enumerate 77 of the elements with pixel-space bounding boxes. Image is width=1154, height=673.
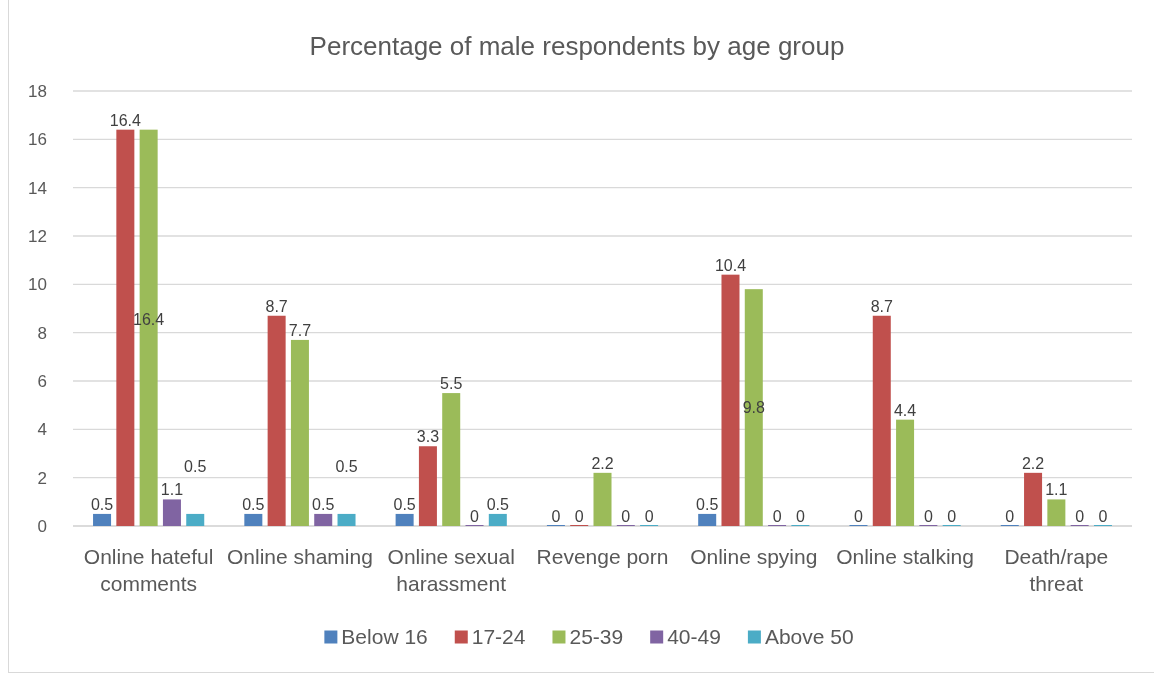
legend-label: 40-49	[667, 625, 721, 649]
data-label: 0	[1005, 508, 1015, 525]
data-label: 1.1	[160, 481, 184, 499]
data-label: 7.7	[288, 321, 312, 339]
data-label: 0	[1098, 508, 1108, 525]
bar	[162, 499, 181, 526]
data-label: 5.5	[440, 375, 463, 393]
y-tick-label: 10	[28, 275, 47, 295]
x-tick-label: Revenge porn	[536, 545, 669, 568]
y-tick-label: 16	[28, 130, 47, 150]
data-label: 2.2	[591, 454, 614, 472]
bar	[698, 513, 717, 526]
bar	[337, 513, 356, 526]
data-label: 0.5	[242, 495, 265, 513]
bar	[1047, 499, 1066, 526]
bar	[244, 513, 263, 526]
data-label: 4.4	[893, 401, 917, 419]
y-tick-label: 4	[37, 420, 47, 440]
data-label: 8.7	[265, 297, 288, 315]
bar	[93, 513, 112, 526]
bar	[290, 339, 309, 526]
bar	[744, 289, 763, 526]
data-label: 0	[795, 508, 805, 525]
legend-label: 25-39	[569, 625, 624, 649]
bar	[267, 315, 286, 526]
legend-label: 17-24	[471, 625, 526, 649]
data-label: 0	[644, 508, 654, 525]
data-label: 0	[1075, 508, 1085, 525]
data-label: 16.4	[109, 111, 142, 129]
y-tick-label: 14	[28, 178, 47, 198]
y-tick-label: 6	[37, 371, 47, 391]
legend-label: Below 16	[341, 625, 428, 649]
y-tick-label: 12	[28, 226, 47, 246]
bar	[721, 274, 740, 526]
data-label: 0	[551, 508, 561, 525]
data-label: 3.3	[416, 428, 440, 446]
data-label: 0.5	[696, 495, 719, 513]
data-label: 2.2	[1021, 454, 1045, 472]
bar	[872, 315, 891, 526]
data-label: 1.1	[1045, 481, 1068, 499]
x-tick-label: Online stalking	[836, 545, 974, 568]
bar	[896, 419, 915, 526]
x-tick-label: Online sexual harassment	[387, 545, 515, 595]
bar	[442, 393, 461, 526]
y-tick-label: 0	[37, 516, 47, 536]
data-label: 0.5	[486, 495, 510, 513]
data-label: 0	[772, 508, 782, 525]
x-tick-label: Online spying	[690, 545, 818, 568]
chart-title: Percentage of male respondents by age group	[309, 31, 845, 61]
x-tick-label: Online hateful comments	[83, 545, 214, 595]
bar	[488, 513, 507, 526]
y-tick-label: 2	[37, 468, 47, 488]
x-tick-label: Online shaming	[226, 545, 373, 568]
data-label: 10.4	[714, 256, 747, 274]
y-tick-label: 8	[37, 323, 47, 343]
bar	[1024, 472, 1043, 526]
bar	[186, 513, 205, 526]
data-label: 8.7	[870, 297, 893, 315]
data-label: 0	[470, 508, 480, 525]
data-label: 0.5	[312, 495, 335, 513]
legend-label: Above 50	[764, 625, 854, 649]
bar	[395, 513, 414, 526]
data-label: 0	[923, 508, 933, 525]
data-label: 0.5	[90, 495, 114, 513]
data-label: 0.5	[335, 457, 358, 475]
data-label: 0	[621, 508, 631, 525]
data-label: 0	[574, 508, 584, 525]
y-tick-label: 18	[28, 81, 47, 101]
x-tick-label: Death/rape threat	[1004, 545, 1109, 595]
data-label: 0	[947, 508, 957, 525]
bar	[593, 472, 612, 526]
data-label: 0	[854, 508, 864, 525]
data-label: 0.5	[393, 495, 416, 513]
bar	[418, 446, 437, 526]
bar	[116, 129, 135, 526]
bar	[314, 513, 333, 526]
data-label: 0.5	[184, 457, 207, 475]
